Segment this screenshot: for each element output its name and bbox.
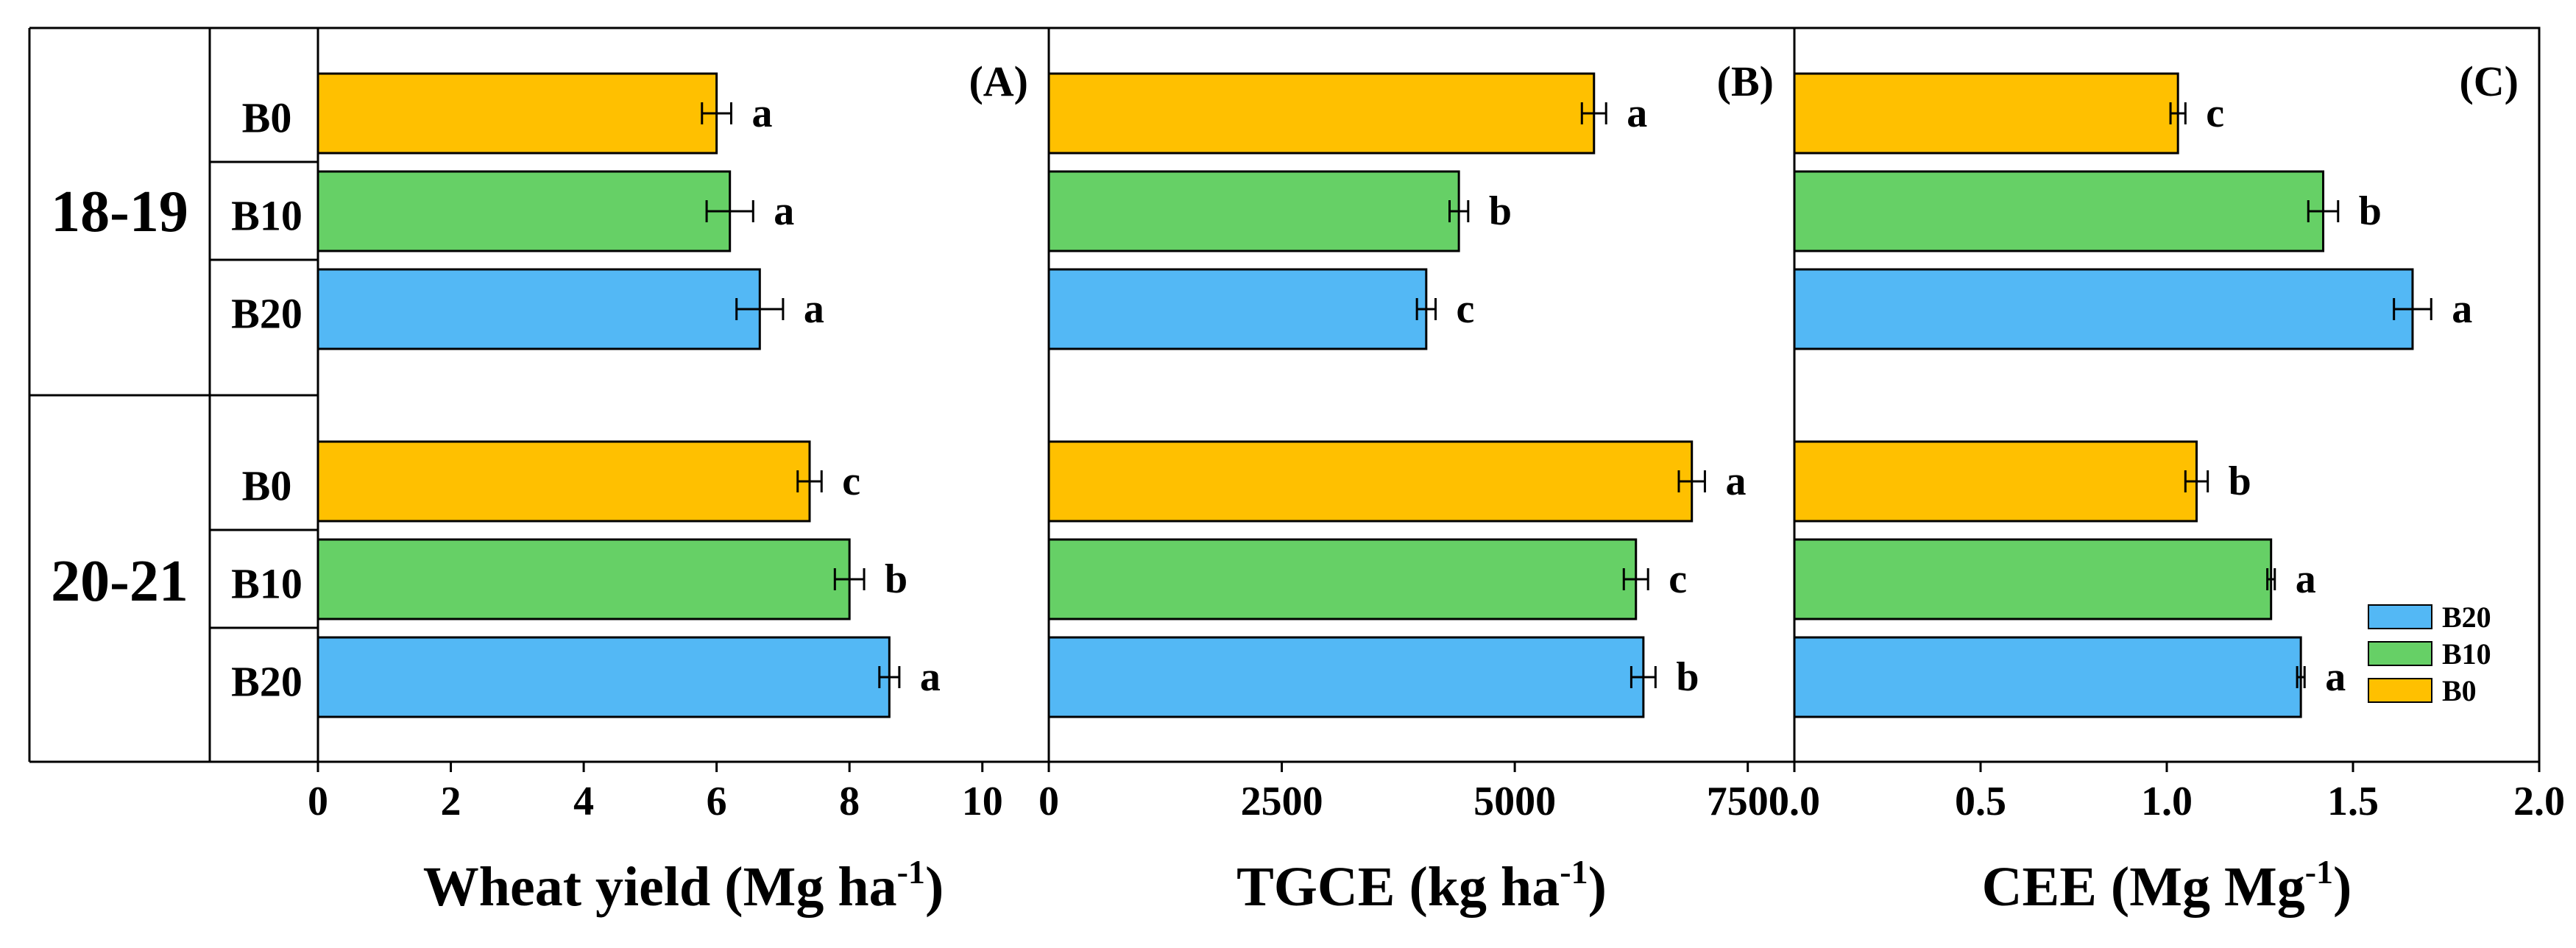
significance-label: c [2206,91,2224,136]
significance-label: a [2325,654,2346,700]
x-tick-label: 10 [962,779,1003,824]
bar-b0 [316,440,811,523]
legend-swatch-b20 [2368,604,2432,629]
x-axis-title-end: ) [925,856,944,918]
x-axis-title-main: Wheat yield (Mg ha [423,856,897,918]
significance-label: a [2296,556,2316,602]
treatment-label: B0 [242,462,292,510]
significance-label: b [1489,188,1512,234]
panel-label: (A) [969,57,1028,105]
x-axis-title-main: CEE (Mg Mg [1982,856,2305,918]
x-axis-title-main: TGCE (kg ha [1236,856,1560,918]
significance-label: a [804,286,824,332]
treatment-label: B20 [231,290,302,338]
bar-b20 [1793,268,2414,350]
x-axis-title: Wheat yield (Mg ha-1) [423,853,944,918]
bar-b0 [1047,72,1596,155]
year-label: 18-19 [51,180,188,244]
legend-label: B0 [2442,674,2477,707]
year-label: 20-21 [51,549,188,614]
panel-2: (C) 0.0 0.5 1.0 1.5 2.0 c b a b a a CEE (Mg Mg-1) [1769,26,2565,918]
bar-b10 [1793,170,2325,252]
significance-label: b [2359,188,2382,234]
x-tick-label: 0.5 [1955,779,2006,824]
x-tick-label: 7500 [1707,779,1789,824]
bar-b20 [1047,636,1645,718]
bar-b10 [1047,170,1460,252]
panel-label: (B) [1717,57,1774,105]
significance-label: a [920,654,941,700]
significance-label: a [2452,286,2472,332]
treatment-label: B10 [231,560,302,608]
bar-b10 [1047,538,1638,620]
x-tick-label: 0 [308,779,328,824]
x-tick-label: 1.0 [2141,779,2193,824]
x-tick-label: 5000 [1473,779,1556,824]
x-tick-label: 0.0 [1769,779,1820,824]
significance-label: b [2229,459,2251,504]
significance-label: c [842,459,860,504]
bar-b0 [1047,440,1694,523]
bar-b20 [316,268,761,350]
x-tick-label: 2 [441,779,461,824]
x-tick-label: 6 [707,779,727,824]
significance-label: c [1669,556,1687,602]
legend-label: B10 [2442,637,2491,671]
treatment-label: B20 [231,658,302,706]
significance-label: a [1725,459,1746,504]
significance-label: b [885,556,907,602]
panel-1: (B) 0 2500 5000 7500 a b c a c b TGCE (kg ha-1) [1038,26,1796,918]
significance-label: c [1456,286,1474,332]
x-axis-title-end: ) [1588,856,1607,918]
panel-0: (A) 0 2 4 6 8 10 a a a c b a Wheat yield (Mg ha-1) [308,26,1050,918]
x-tick-label: 0 [1038,779,1059,824]
legend-label: B20 [2442,601,2491,634]
bar-b10 [316,538,851,620]
x-tick-label: 1.5 [2327,779,2379,824]
legend-swatch-b10 [2368,641,2432,666]
legend-swatch-b0 [2368,678,2432,703]
treatment-label: B10 [231,192,302,240]
bar-b20 [1047,268,1428,350]
x-tick-label: 2500 [1241,779,1323,824]
bar-b10 [316,170,732,252]
x-tick-label: 4 [573,779,594,824]
x-axis-title: TGCE (kg ha-1) [1236,853,1607,918]
significance-label: a [1627,91,1647,136]
x-axis-title-sup: -1 [1560,853,1588,891]
bar-b10 [1793,538,2273,620]
x-tick-label: 2.0 [2513,779,2565,824]
panel-label: (C) [2459,57,2519,105]
significance-label: b [1676,654,1699,700]
bar-b20 [1793,636,2302,718]
x-axis-title: CEE (Mg Mg-1) [1982,853,2352,918]
bar-b0 [1793,440,2198,523]
significance-label: a [751,91,772,136]
x-axis-title-sup: -1 [897,853,925,891]
x-axis-title-end: ) [2333,856,2352,918]
x-tick-label: 8 [839,779,860,824]
treatment-label: B0 [242,94,292,142]
bar-b20 [316,636,891,718]
significance-label: a [774,188,794,234]
x-axis-title-sup: -1 [2305,853,2333,891]
bar-b0 [316,72,718,155]
bar-b0 [1793,72,2179,155]
